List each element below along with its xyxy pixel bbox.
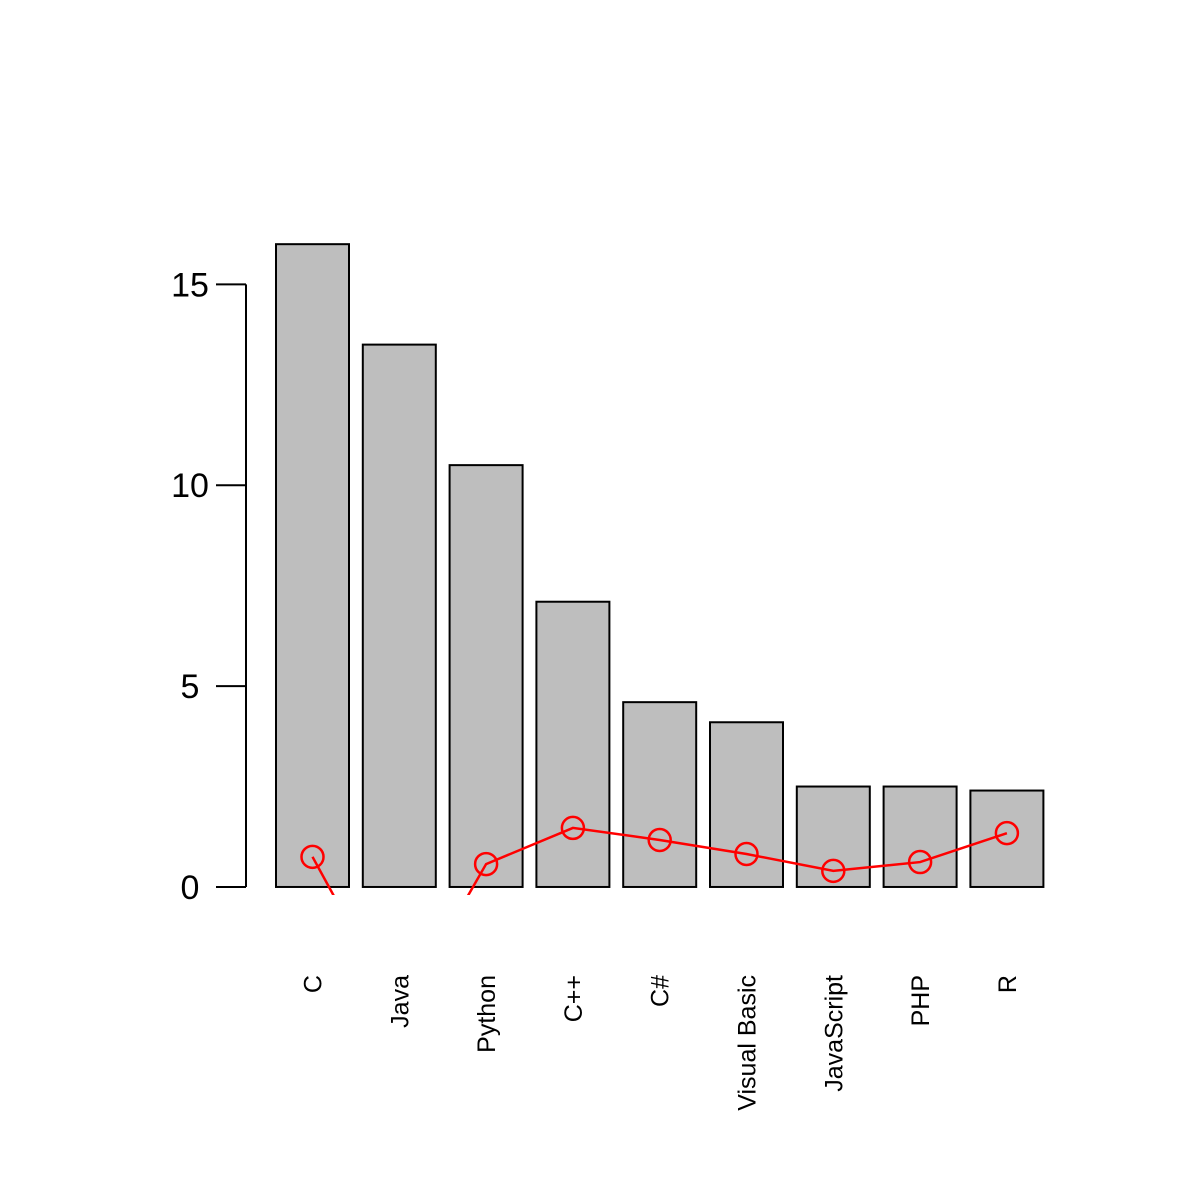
point xyxy=(300,844,325,870)
point xyxy=(647,827,672,853)
point xyxy=(734,841,759,867)
bar xyxy=(361,343,437,888)
x-tick-label: C++ xyxy=(560,975,588,1022)
x-tick-label: C# xyxy=(647,975,675,1007)
x-tick-label: Python xyxy=(473,975,501,1053)
x-tick-label: JavaScript xyxy=(820,975,848,1092)
y-tick-label: 15 xyxy=(171,266,209,304)
point xyxy=(994,820,1020,846)
y-tick-label: 10 xyxy=(171,467,209,505)
bar xyxy=(535,600,611,888)
x-tick-label: PHP xyxy=(907,975,935,1026)
point xyxy=(473,851,499,877)
bar xyxy=(969,789,1045,888)
x-tick-label: Visual Basic xyxy=(734,975,762,1111)
y-tick-label: 0 xyxy=(181,869,200,907)
y-tick-label: 5 xyxy=(181,668,200,706)
bar xyxy=(622,701,698,888)
point xyxy=(821,858,846,884)
bar xyxy=(709,721,784,888)
bar xyxy=(448,464,524,888)
x-tick-label: Java xyxy=(386,975,414,1028)
plot-area xyxy=(300,815,1020,895)
x-tick-label: C xyxy=(300,975,328,993)
point xyxy=(560,815,586,841)
bar xyxy=(275,243,350,888)
point xyxy=(907,849,933,875)
bar xyxy=(882,785,958,888)
x-tick-label: R xyxy=(994,975,1022,993)
line xyxy=(311,826,1008,895)
